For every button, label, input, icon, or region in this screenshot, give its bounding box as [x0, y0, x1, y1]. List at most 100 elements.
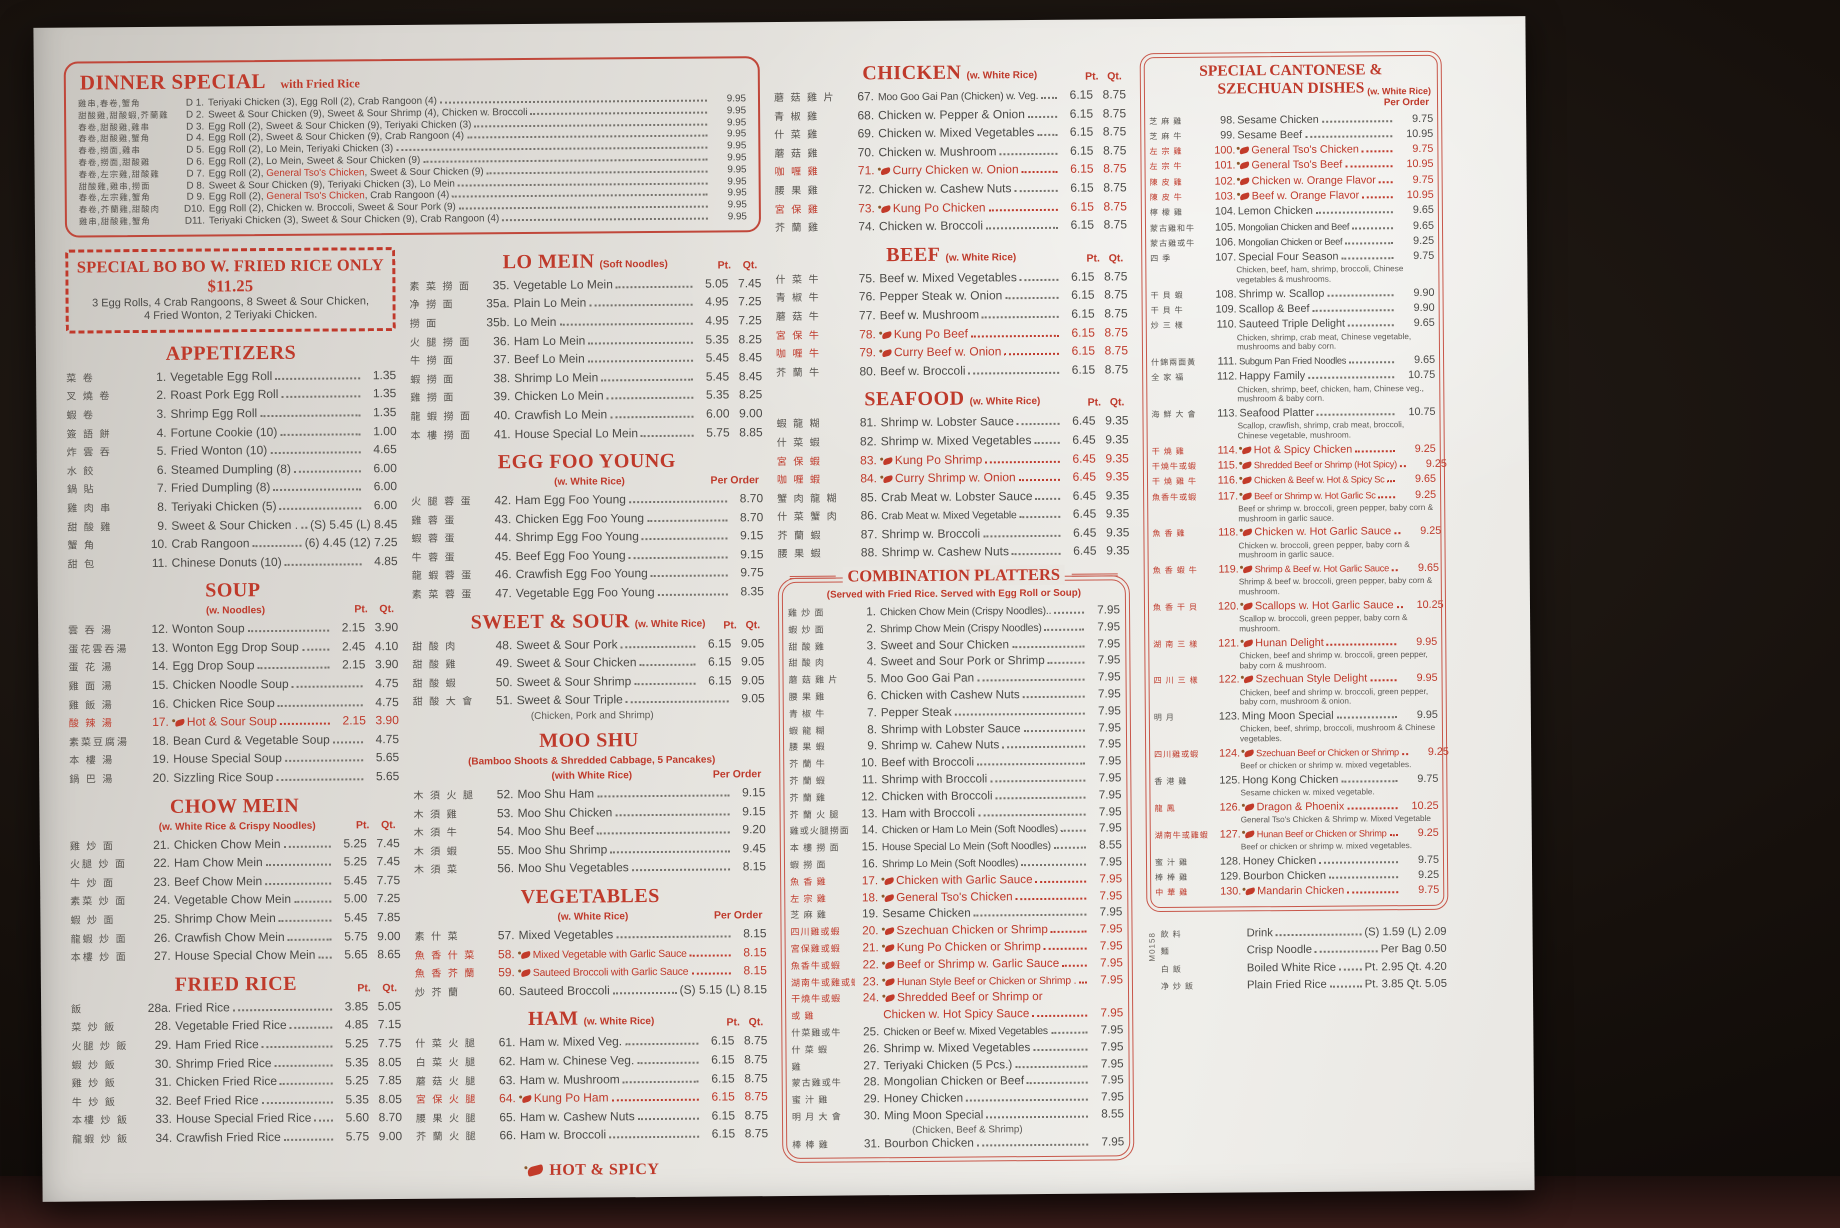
item-name: Sauteed Triple Delight	[1238, 318, 1346, 331]
dotted-leader	[587, 359, 694, 363]
item-price: 7.95	[1098, 704, 1121, 718]
item-name: Moo Goo Gai Pan	[880, 671, 975, 686]
dotted-leader	[1060, 830, 1086, 833]
dotted-leader	[257, 667, 330, 670]
item-price: 8.70	[739, 509, 764, 525]
item-number: 49.	[495, 656, 513, 671]
item-chinese-label: 什 菜 蟹 肉	[777, 511, 839, 524]
item-name: Ming Moon Special	[883, 1108, 984, 1123]
item-name: Chicken Chow Mein	[173, 836, 281, 852]
dotted-leader	[280, 432, 361, 436]
item-number: 81.	[859, 415, 877, 430]
item-price: 10.75	[1408, 369, 1436, 382]
item-name: Shrimp w. Cahew Nuts	[881, 738, 1000, 753]
menu-item: 芥 蘭 牛 80. Beef w. Broccoli 6.15 8.75	[776, 361, 1128, 382]
item-price: 9.25	[1427, 745, 1449, 758]
item-name: Fried Rice	[175, 1000, 230, 1015]
item-price: 9.15	[742, 803, 766, 818]
item-chinese-label: 香 港 雞	[1154, 776, 1188, 786]
item-name: Hong Kong Chicken	[1242, 773, 1339, 787]
menu-item: 魚香牛或蝦 117. Beef or Shrimp w. Hot Garlic Sc…	[1152, 488, 1436, 525]
chili-pepper-icon	[521, 1095, 533, 1104]
item-price: 10.75	[1408, 406, 1436, 419]
menu-item: 明 月 123. Ming Moon Special 9.95 Chicken, bee…	[1154, 708, 1438, 745]
item-price: 9.95	[726, 93, 747, 105]
item-price: 9.95	[727, 187, 747, 199]
chili-pepper-icon	[883, 893, 895, 902]
menu-item: 芥 蘭 火 腿 66. Ham w. Broccoli 6.15 8.75	[416, 1126, 768, 1147]
chili-pepper-icon	[1241, 476, 1253, 485]
dotted-leader	[1321, 119, 1393, 123]
item-chinese-label: 素菜 炒 面	[70, 896, 128, 909]
item-chinese-label: 蘑 菇 牛	[775, 311, 821, 323]
item-chinese-label: 甜 酸 雞	[412, 659, 458, 672]
price-columns-label: Pt. Qt.	[357, 981, 398, 995]
item-name: Curry Beef w. Onion	[893, 344, 1002, 360]
column-right: SPECIAL CANTONESE & SZECHUAN DISHES (w. …	[1139, 50, 1451, 1175]
section-appetizers: APPETIZERS 菜 卷 1. Vegetable Egg Roll 1.35 叉 …	[66, 341, 398, 574]
chili-pepper-icon	[882, 456, 894, 465]
chow-mein-items: 雞 炒 面 21. Chicken Chow Mein 5.25 7.45 火腿 炒 面 2…	[70, 835, 401, 968]
item-price: (S) 5.15 (L) 8.15	[679, 981, 768, 997]
item-price: 6.15 9.05	[708, 673, 765, 688]
item-price: 9.95	[727, 152, 747, 164]
dotted-leader	[1054, 611, 1085, 614]
menu-item: 四川雞或蝦 124. Szechuan Beef or Chicken or Shr…	[1154, 745, 1449, 772]
item-price: 5.25 7.45	[343, 854, 401, 869]
item-price: 6.15 8.75	[1069, 105, 1127, 121]
item-description: Chicken, beef, shrimp, broccoli, mushroo…	[1239, 723, 1436, 744]
item-price: 6.45 9.35	[1072, 450, 1129, 466]
item-price: 8.55	[1099, 838, 1122, 852]
fried-rice-items: 飯 28a. Fried Rice 3.85 5.05 菜 炒 飯 28. Vegetable…	[71, 998, 402, 1149]
item-name: Egg Drop Soup	[172, 658, 255, 674]
dinner-special-header: DINNER SPECIAL with Fried Rice	[80, 65, 746, 95]
chili-pepper-icon	[1243, 802, 1256, 812]
dotted-leader	[977, 762, 1086, 766]
item-price: 7.95	[1097, 670, 1121, 684]
item-name: Scallops w. Hot Garlic Sauce	[1254, 599, 1394, 613]
dotted-leader	[301, 648, 330, 651]
item-chinese-label: 牛 蓉 蛋	[411, 552, 457, 564]
item-description: Chicken, shrimp, crab meat, Chinese vege…	[1236, 331, 1412, 352]
item-chinese-label: 什 菜 雞	[774, 129, 820, 142]
menu-item: 干燒牛或蝦 24. Shredded Beef or Shrimp or 或 雞 Chi…	[791, 989, 1123, 1025]
item-price: 7.95	[1097, 687, 1121, 701]
item-chinese-label: 春卷,撈面,雞串	[78, 146, 141, 156]
dotted-leader	[1378, 180, 1393, 184]
item-chinese-label: 芝 麻 牛	[1149, 131, 1183, 141]
item-price: 9.25	[1417, 826, 1439, 839]
item-number: 9.	[867, 739, 878, 753]
item-name: Vegetable Egg Foo Young	[515, 585, 655, 601]
item-chinese-label: 雞串,甜酸雞,蟹角	[78, 216, 151, 227]
dotted-leader	[1387, 480, 1396, 483]
item-name: Chicken w. Cashew Nuts	[878, 181, 1012, 197]
dotted-leader	[597, 794, 730, 798]
item-price: 6.15 8.75	[1070, 180, 1127, 195]
dotted-leader	[294, 900, 332, 904]
item-price: 1.00	[373, 423, 397, 438]
section-lo-mein: LO MEIN (Soft Noodles) Pt. Qt. 素 菜 撈 面 35.…	[409, 249, 763, 445]
item-name: Chicken w. Mixed Vegetables	[878, 125, 1035, 141]
item-number: 1.	[156, 369, 167, 384]
item-chinese-label: 蘑 菇 雞	[774, 148, 820, 160]
item-number: 106.	[1215, 236, 1237, 249]
special-items: 芝 麻 雞 98. Sesame Chicken 9.75 芝 麻 牛 99. Sesame…	[1149, 111, 1449, 900]
section-sweet-sour: SWEET & SOUR (w. White Rice) Pt. Qt. 甜 酸 …	[412, 609, 765, 724]
item-number: 10.	[860, 756, 878, 770]
dotted-leader	[1347, 891, 1399, 894]
item-name: Sweet and Sour Chicken	[880, 637, 1009, 652]
item-number: 12.	[861, 790, 878, 804]
item-chinese-label: 或 雞	[791, 1010, 815, 1022]
item-number: 115.	[1217, 459, 1238, 472]
chili-pepper-icon	[1242, 602, 1254, 611]
item-chinese-label: 水 餃	[66, 466, 96, 478]
chili-pepper-icon	[1239, 192, 1251, 201]
item-chinese-label: 干 貝 牛	[1150, 306, 1184, 316]
item-price: 9.75	[1413, 250, 1435, 263]
item-name: Sesame Chicken	[882, 906, 971, 921]
item-chinese-label: 湖南牛或雞蝦	[1154, 830, 1209, 840]
item-number: 54.	[496, 824, 514, 839]
item-chinese-label: 净 撈 面	[409, 299, 455, 312]
item-chinese-label: 春卷,左宗雞,甜酸雞	[78, 169, 160, 180]
item-description: Sesame chicken w. mixed vegetable.	[1240, 787, 1375, 798]
